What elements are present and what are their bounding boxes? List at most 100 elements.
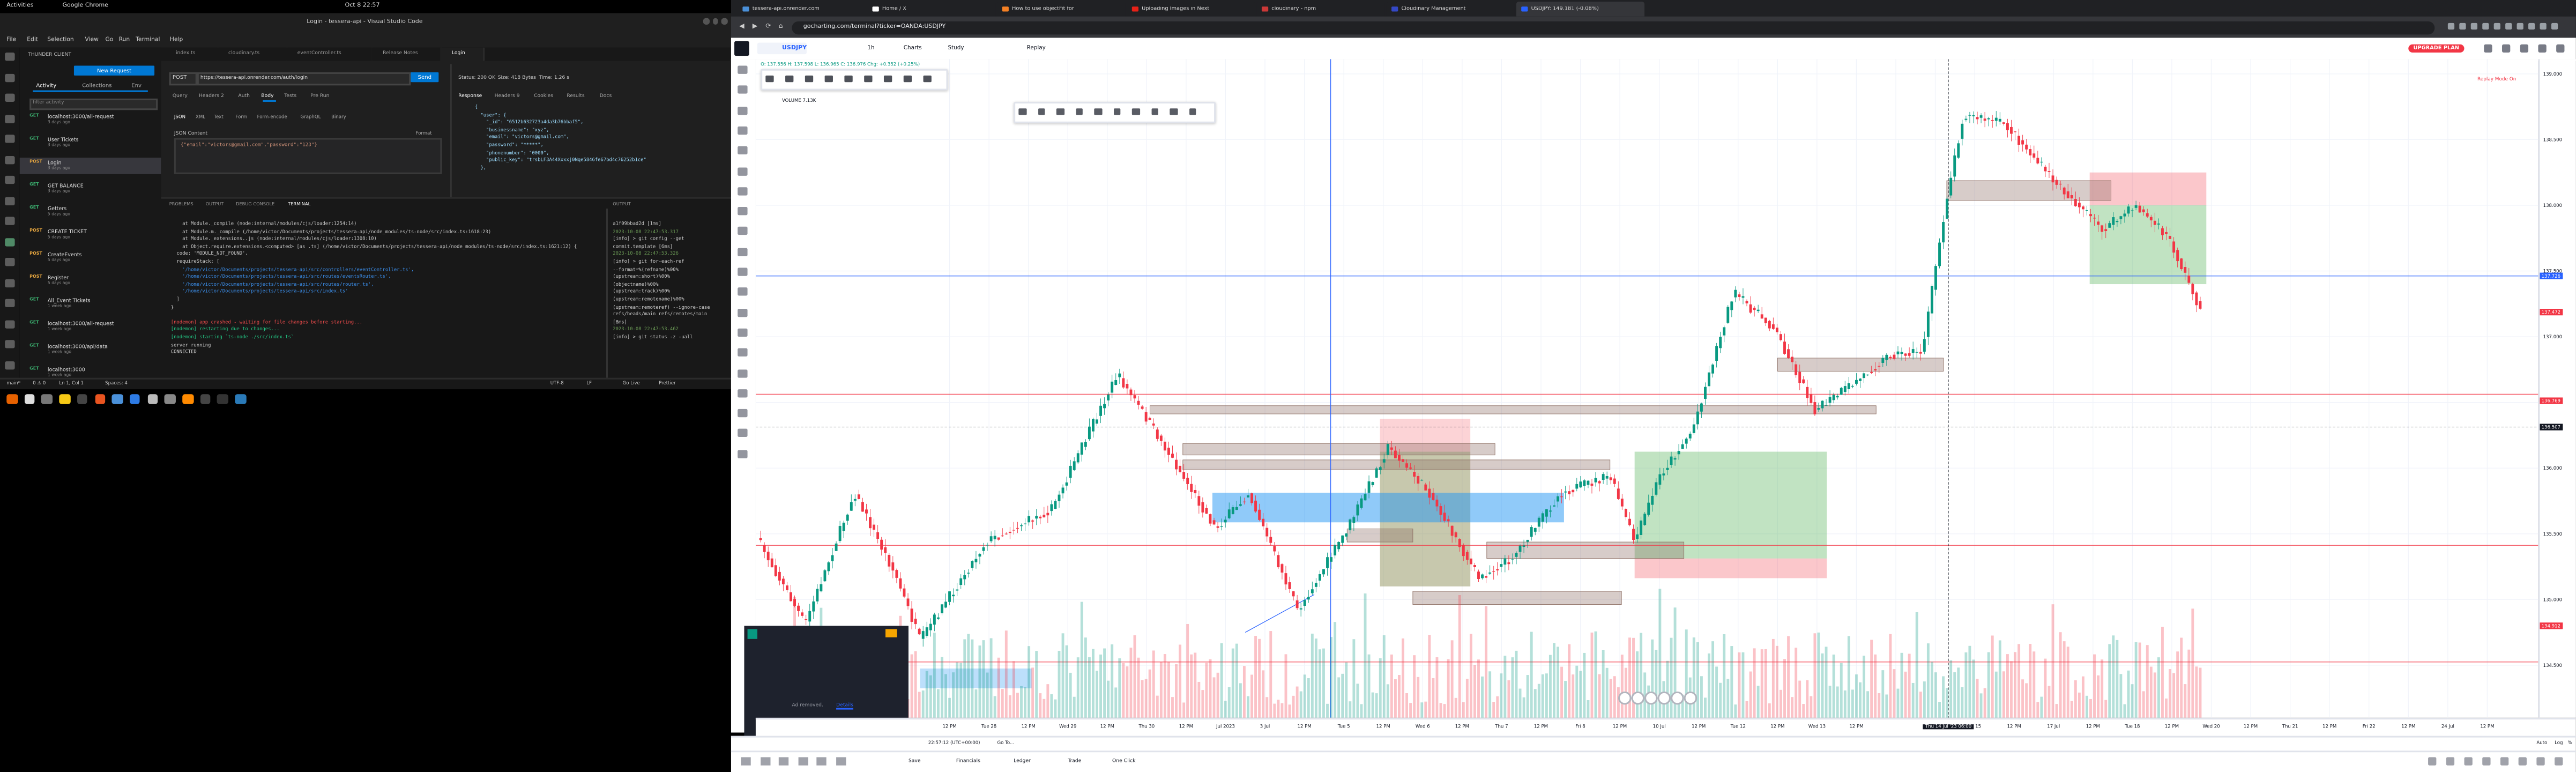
activity-icon[interactable] <box>5 319 15 328</box>
browser-tab[interactable] <box>997 2 1126 17</box>
activity-icon[interactable] <box>5 93 15 102</box>
panel-tab[interactable]: TERMINAL <box>288 200 311 207</box>
dock-icon[interactable] <box>235 393 246 404</box>
nav-button[interactable]: ▶ <box>752 21 758 30</box>
bottom-tool[interactable]: Financials <box>956 757 980 764</box>
status-item[interactable]: main* <box>6 378 20 385</box>
request-name[interactable]: CreateEvents <box>47 251 82 258</box>
ad-link[interactable]: Details <box>836 701 853 708</box>
activities[interactable]: Activities <box>6 2 34 9</box>
response-tab[interactable]: Results <box>567 92 585 99</box>
menu-item[interactable]: Go <box>105 35 114 42</box>
sidebar-tab[interactable]: Collections <box>82 82 112 89</box>
layout-icon[interactable] <box>741 757 751 766</box>
header-icon[interactable] <box>2501 44 2511 53</box>
header-icon[interactable] <box>2556 44 2565 53</box>
request-name[interactable]: Getters <box>47 205 67 212</box>
zoom-control[interactable] <box>1631 691 1645 705</box>
activity-icon[interactable] <box>5 217 15 225</box>
request-name[interactable]: localhost:3000/all-request <box>47 320 114 327</box>
toolbar-icon[interactable] <box>2447 23 2455 30</box>
zoom-control[interactable] <box>1684 691 1698 705</box>
layout-icon[interactable] <box>835 757 845 766</box>
activity-icon[interactable] <box>5 258 15 266</box>
status-item[interactable]: 0 ⚠ 0 <box>33 378 46 385</box>
body-tab[interactable]: Form-encode <box>257 112 287 120</box>
drawing-tool[interactable] <box>738 288 748 296</box>
window-control[interactable] <box>721 18 727 24</box>
header-icon[interactable] <box>2520 44 2529 53</box>
editor-tab[interactable] <box>217 47 288 60</box>
layout-icon[interactable] <box>816 757 827 766</box>
menu-item[interactable]: Selection <box>47 35 74 42</box>
menu-item[interactable]: Edit <box>27 35 39 42</box>
dock-icon[interactable] <box>59 393 70 404</box>
bottom-icon[interactable] <box>2428 757 2437 766</box>
bottom-tool[interactable]: Ledger <box>1014 757 1031 764</box>
browser-tab[interactable] <box>867 2 996 17</box>
replay-control[interactable] <box>824 75 832 81</box>
bottom-tool[interactable]: Save <box>908 757 921 764</box>
nav-button[interactable]: ⌂ <box>778 21 783 30</box>
dock-icon[interactable] <box>165 393 176 404</box>
dock-icon[interactable] <box>94 393 106 404</box>
prop-control[interactable] <box>1094 107 1102 114</box>
replay-control[interactable] <box>844 75 852 81</box>
activity-icon[interactable] <box>5 53 15 61</box>
browser-tab[interactable] <box>738 2 866 17</box>
bottom-icon[interactable] <box>2555 757 2563 766</box>
menu-item[interactable]: Help <box>169 35 183 42</box>
request-name[interactable]: localhost:3000 <box>47 366 85 373</box>
ad-close[interactable] <box>885 629 897 637</box>
dock-icon[interactable] <box>77 393 88 404</box>
response-tab[interactable]: Docs <box>599 92 612 99</box>
activity-icon[interactable] <box>5 278 15 287</box>
dock-icon[interactable] <box>111 393 123 404</box>
status-item[interactable]: UTF-8 <box>550 378 564 385</box>
replay-control[interactable] <box>805 75 813 81</box>
toolbar-icon[interactable] <box>2551 23 2558 30</box>
activity-icon[interactable] <box>5 155 15 164</box>
method-select[interactable] <box>169 72 197 86</box>
drawing-tool[interactable] <box>738 86 748 94</box>
chart-menu[interactable]: Study <box>948 44 964 51</box>
goto[interactable]: Go To... <box>997 739 1015 746</box>
status-item[interactable]: Ln 1, Col 1 <box>59 378 84 385</box>
dock-icon[interactable] <box>129 393 140 404</box>
toolbar-icon[interactable] <box>2459 23 2466 30</box>
prop-control[interactable] <box>1151 107 1158 114</box>
dock-icon[interactable] <box>24 393 35 404</box>
send-button[interactable] <box>411 72 439 83</box>
response-tab[interactable]: Cookies <box>534 92 554 99</box>
format-link[interactable]: Format <box>415 129 432 136</box>
drawing-tool[interactable] <box>738 65 748 74</box>
request-name[interactable]: All_Event Tickets <box>47 297 91 304</box>
bottom-icon[interactable] <box>2482 757 2491 766</box>
layout-icon[interactable] <box>778 757 789 766</box>
response-tab[interactable]: Response <box>458 92 482 99</box>
request-name[interactable]: CREATE TICKET <box>47 228 87 235</box>
zoom-control[interactable] <box>1618 691 1632 705</box>
toolbar-icon[interactable] <box>2493 23 2500 30</box>
drawing-tool[interactable] <box>738 106 748 115</box>
dock-icon[interactable] <box>199 393 211 404</box>
chart-menu[interactable]: Charts <box>903 44 922 51</box>
sidebar-tab[interactable]: Env <box>131 82 142 89</box>
toolbar-icon[interactable] <box>2517 23 2523 30</box>
upgrade-button[interactable]: UPGRADE PLAN <box>2408 43 2465 53</box>
filter-input[interactable] <box>29 98 158 110</box>
drawing-tool[interactable] <box>738 348 748 357</box>
drawing-tool[interactable] <box>738 227 748 236</box>
nav-button[interactable]: ⟳ <box>765 21 771 30</box>
panel-tab[interactable]: DEBUG CONSOLE <box>236 200 275 207</box>
activity-icon[interactable] <box>5 360 15 369</box>
activity-icon[interactable] <box>5 135 15 143</box>
drawing-tool[interactable] <box>738 368 748 377</box>
chart-menu[interactable]: Replay <box>1026 44 1046 51</box>
dock-icon[interactable] <box>147 393 158 404</box>
drawing-tool[interactable] <box>738 268 748 276</box>
toolbar-icon[interactable] <box>2505 23 2512 30</box>
drawing-tool[interactable] <box>738 328 748 337</box>
prop-control[interactable] <box>1113 107 1121 114</box>
bottom-icon[interactable] <box>2500 757 2509 766</box>
